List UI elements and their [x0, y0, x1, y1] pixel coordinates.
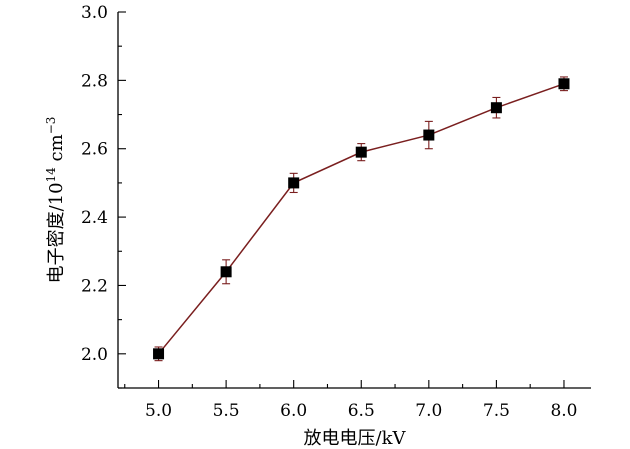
y-tick-label: 2.2 [81, 276, 108, 296]
x-tick-label: 6.5 [348, 401, 375, 421]
series-line [157, 83, 565, 355]
x-ticks: 5.0 5.5 6.0 6.5 7.0 7.5 8.0 [124, 380, 577, 421]
y-axis-title-main: 电子密度/10 [46, 182, 67, 283]
x-tick-label: 5.5 [213, 401, 240, 421]
x-tick-label: 7.0 [415, 401, 442, 421]
x-axis-title: 放电电压/kV [304, 428, 407, 449]
data-point-marker [288, 177, 300, 189]
y-tick-label: 2.0 [81, 345, 108, 365]
y-tick-label: 2.6 [81, 140, 108, 160]
series-group [153, 76, 570, 362]
data-point-marker [558, 78, 570, 90]
y-axis-title-sup: 14 [44, 167, 58, 183]
axes [117, 12, 591, 389]
data-point-marker [490, 102, 502, 114]
y-tick-label: 2.8 [81, 71, 108, 91]
x-tick-label: 8.0 [550, 401, 577, 421]
y-axis-title: 电子密度/1014 cm−3 [44, 117, 67, 284]
data-point-marker [423, 129, 435, 141]
y-axis-title-unit: cm [46, 134, 67, 167]
x-tick-label: 5.0 [145, 401, 172, 421]
x-tick-label: 7.5 [483, 401, 510, 421]
x-tick-label: 6.0 [280, 401, 307, 421]
data-point-marker [355, 146, 367, 158]
data-point-marker [220, 266, 232, 278]
data-point-marker [153, 348, 165, 360]
y-tick-label: 3.0 [81, 3, 108, 23]
y-ticks: 2.0 2.2 2.4 2.6 2.8 3.0 [81, 3, 126, 389]
y-axis-title-unit-sup: −3 [44, 117, 58, 135]
y-tick-label: 2.4 [81, 208, 108, 228]
